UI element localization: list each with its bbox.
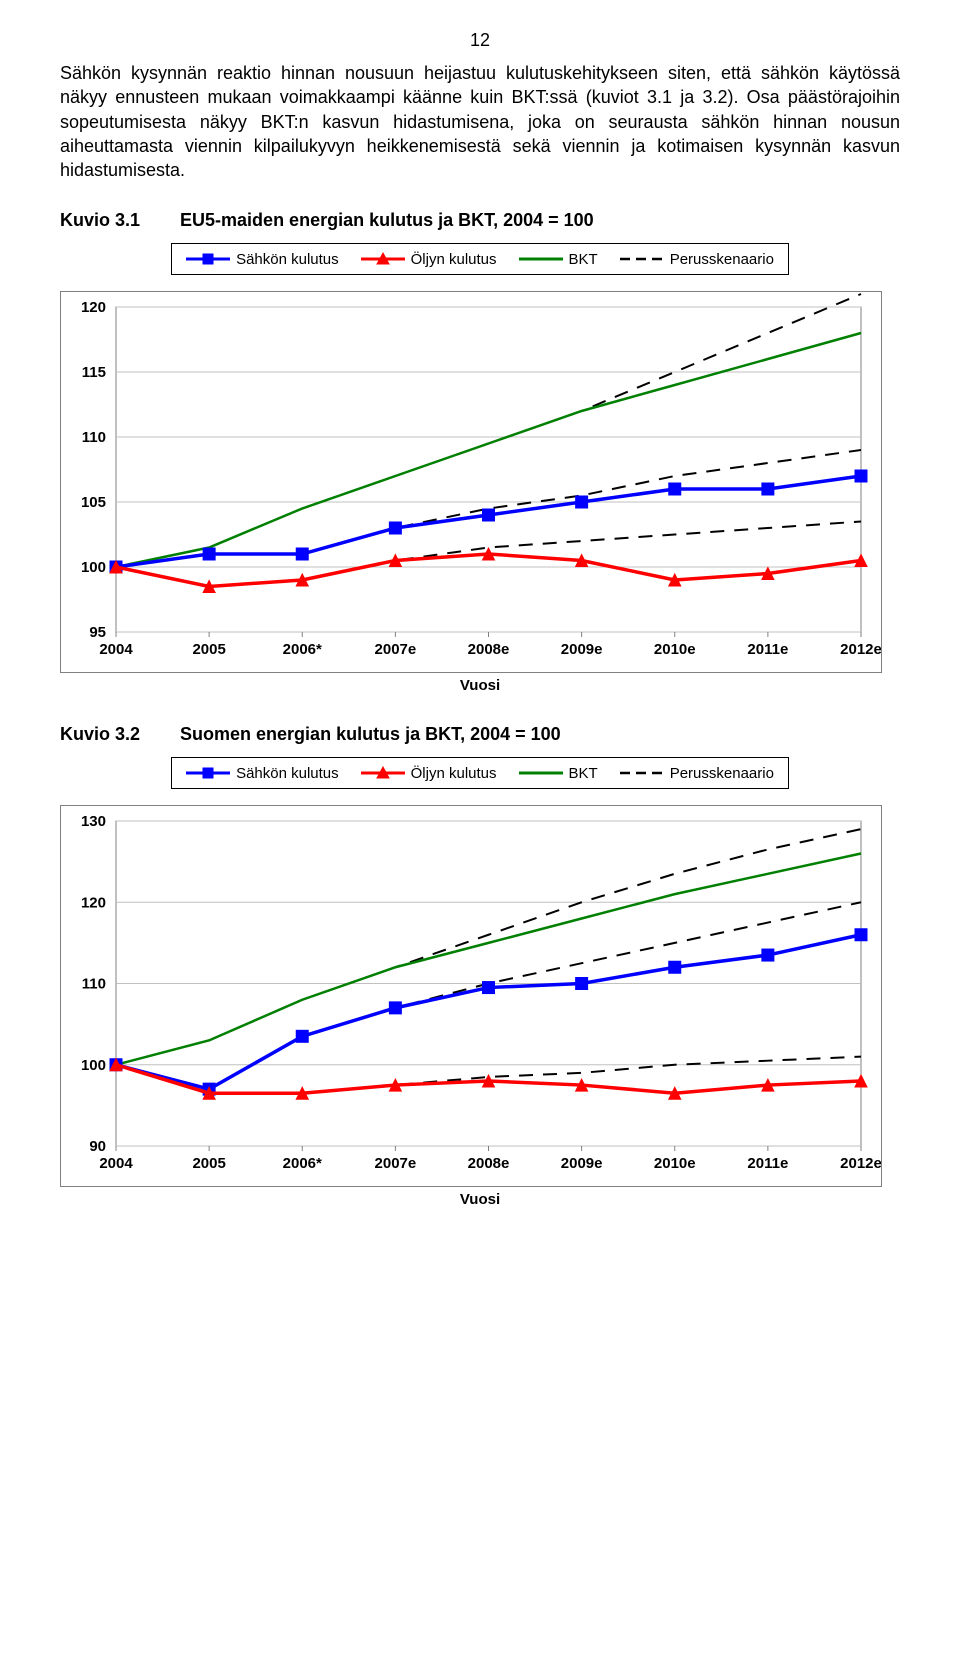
legend-swatch-bkt	[519, 250, 563, 268]
legend-item-perus: Perusskenaario	[620, 250, 774, 268]
svg-text:115: 115	[82, 364, 106, 381]
svg-text:2004: 2004	[99, 641, 133, 658]
svg-text:100: 100	[81, 1057, 106, 1074]
legend-swatch-bkt	[519, 764, 563, 782]
figure1-label: Kuvio 3.1	[60, 210, 140, 231]
svg-text:100: 100	[81, 559, 106, 576]
figure2-title: Suomen energian kulutus ja BKT, 2004 = 1…	[180, 724, 561, 745]
svg-text:2007e: 2007e	[375, 641, 417, 658]
svg-text:2011e: 2011e	[747, 1155, 788, 1172]
svg-text:120: 120	[81, 299, 106, 316]
legend-swatch-sahkon	[186, 764, 230, 782]
figure1-xaxis-title: Vuosi	[60, 677, 900, 694]
legend-swatch-perus	[620, 250, 664, 268]
legend-label-sahkon: Sähkön kulutus	[236, 765, 339, 782]
legend-item-oljyn: Öljyn kulutus	[361, 250, 497, 268]
legend-swatch-oljyn	[361, 250, 405, 268]
svg-text:90: 90	[89, 1138, 106, 1155]
figure2: Sähkön kulutus Öljyn kulutus BKT Perusskena…	[60, 757, 900, 1208]
svg-text:2010e: 2010e	[654, 1155, 696, 1172]
legend-label-oljyn: Öljyn kulutus	[411, 251, 497, 268]
legend-swatch-sahkon	[186, 250, 230, 268]
figure1-plot: 95 100 105 110 115 120 2004 2005 2006* 2007e 2008e…	[60, 291, 882, 673]
legend-label-perus: Perusskenaario	[670, 765, 774, 782]
svg-text:2010e: 2010e	[654, 641, 696, 658]
legend-item-bkt: BKT	[519, 764, 598, 782]
legend-item-sahkon: Sähkön kulutus	[186, 764, 339, 782]
svg-text:105: 105	[81, 494, 106, 511]
svg-text:2006*: 2006*	[283, 1155, 322, 1172]
figure2-legend-row: Sähkön kulutus Öljyn kulutus BKT Perusskena…	[60, 757, 900, 799]
svg-text:2009e: 2009e	[561, 1155, 603, 1172]
figure2-plot: 90 100 110 120 130 2004 2005 2006* 2007e 2008e 200…	[60, 805, 882, 1187]
svg-text:2006*: 2006*	[283, 641, 322, 658]
figure1-title-row: Kuvio 3.1 EU5-maiden energian kulutus ja…	[60, 210, 900, 231]
svg-text:110: 110	[82, 429, 106, 446]
figure2-legend: Sähkön kulutus Öljyn kulutus BKT Perusskena…	[171, 757, 789, 789]
legend-label-bkt: BKT	[569, 251, 598, 268]
legend-label-sahkon: Sähkön kulutus	[236, 251, 339, 268]
figure1-title: EU5-maiden energian kulutus ja BKT, 2004…	[180, 210, 594, 231]
svg-text:2012e: 2012e	[840, 641, 882, 658]
figure1-legend-row: Sähkön kulutus Öljyn kulutus BKT Perusskena…	[60, 243, 900, 285]
svg-text:2004: 2004	[99, 1155, 133, 1172]
svg-text:2011e: 2011e	[747, 641, 788, 658]
svg-text:2012e: 2012e	[840, 1155, 882, 1172]
figure2-label: Kuvio 3.2	[60, 724, 140, 745]
figure2-title-row: Kuvio 3.2 Suomen energian kulutus ja BKT…	[60, 724, 900, 745]
legend-label-bkt: BKT	[569, 765, 598, 782]
svg-text:2007e: 2007e	[375, 1155, 417, 1172]
legend-item-perus: Perusskenaario	[620, 764, 774, 782]
legend-label-oljyn: Öljyn kulutus	[411, 765, 497, 782]
svg-text:2005: 2005	[192, 641, 225, 658]
legend-swatch-oljyn	[361, 764, 405, 782]
page: 12 Sähkön kysynnän reaktio hinnan nousuu…	[0, 0, 960, 1278]
svg-text:2009e: 2009e	[561, 641, 603, 658]
svg-text:95: 95	[89, 624, 106, 641]
svg-text:130: 130	[81, 813, 106, 830]
svg-text:120: 120	[81, 895, 106, 912]
figure2-xaxis-title: Vuosi	[60, 1191, 900, 1208]
svg-text:2005: 2005	[192, 1155, 225, 1172]
svg-text:110: 110	[82, 976, 106, 993]
svg-text:2008e: 2008e	[468, 1155, 510, 1172]
intro-paragraph: Sähkön kysynnän reaktio hinnan nousuun h…	[60, 61, 900, 182]
page-number: 12	[60, 30, 900, 51]
figure1-legend: Sähkön kulutus Öljyn kulutus BKT Perusskena…	[171, 243, 789, 275]
legend-item-sahkon: Sähkön kulutus	[186, 250, 339, 268]
svg-text:2008e: 2008e	[468, 641, 510, 658]
figure1: Sähkön kulutus Öljyn kulutus BKT Perusskena…	[60, 243, 900, 694]
legend-swatch-perus	[620, 764, 664, 782]
legend-item-oljyn: Öljyn kulutus	[361, 764, 497, 782]
legend-label-perus: Perusskenaario	[670, 251, 774, 268]
legend-item-bkt: BKT	[519, 250, 598, 268]
